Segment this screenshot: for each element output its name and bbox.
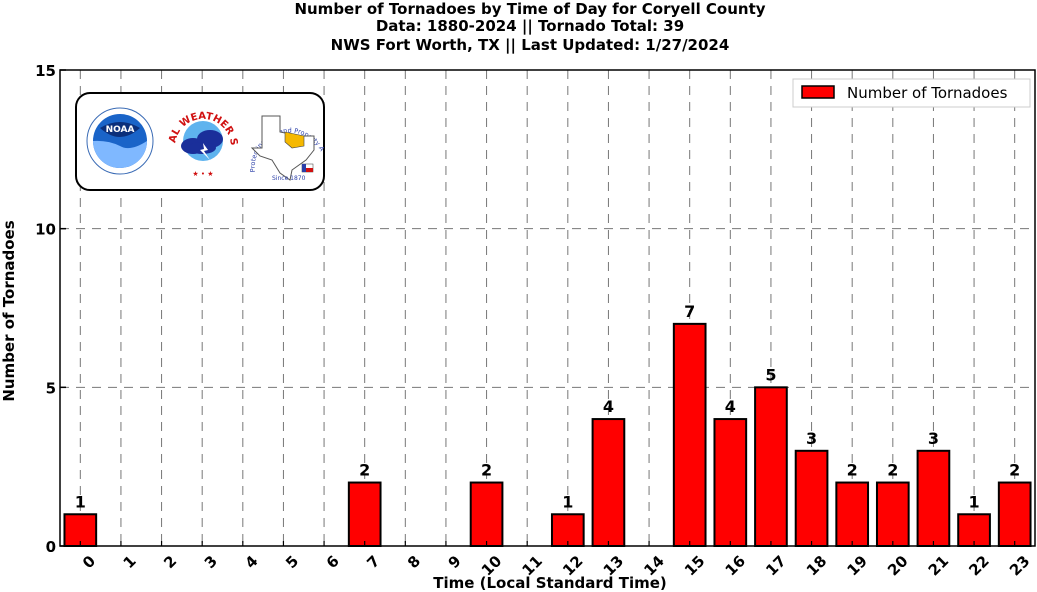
data-label-hour-17: 5 [765, 365, 776, 384]
x-tick-label-19: 19 [843, 552, 870, 579]
svg-text:★ • ★: ★ • ★ [192, 170, 213, 178]
bar-hour-22 [957, 513, 991, 547]
legend-swatch [801, 85, 835, 99]
data-label-hour-15: 7 [684, 302, 695, 321]
x-tick-label-17: 17 [762, 552, 789, 579]
x-tick-label-22: 22 [965, 552, 992, 579]
x-tick-label-8: 8 [404, 552, 424, 572]
data-label-hour-22: 1 [968, 492, 979, 511]
data-label-hour-13: 4 [603, 397, 614, 416]
data-labels-group: 1 2 2 1 4 7 4 5 3 2 2 3 1 2 [75, 302, 1021, 511]
bar-hour-15 [672, 322, 707, 547]
x-tick-label-1: 1 [120, 552, 140, 572]
x-axis-label: Time (Local Standard Time) [433, 574, 667, 592]
x-tick-label-16: 16 [722, 552, 749, 579]
bar-hour-17 [754, 386, 788, 548]
noaa-logo-text: NOAA [106, 125, 135, 135]
bar-hour-21 [916, 449, 951, 547]
bar-hour-16 [713, 418, 748, 548]
texas-logo-since-text: Since 1870 [272, 175, 306, 182]
bars-group [63, 322, 1032, 548]
bar-hour-13 [591, 418, 626, 548]
x-tick-label-20: 20 [884, 552, 911, 579]
x-tick-label-18: 18 [803, 552, 830, 579]
y-tick-label: 15 [35, 62, 56, 80]
bar-hour-20 [875, 481, 910, 547]
bar-hour-7 [347, 481, 382, 547]
data-label-hour-23: 2 [1009, 461, 1020, 480]
data-label-hour-16: 4 [725, 397, 736, 416]
x-tick-label-5: 5 [282, 552, 302, 572]
plot-frame [59, 69, 1036, 547]
bar-hour-23 [997, 481, 1032, 547]
chart-title-line-3: NWS Fort Worth, TX || Last Updated: 1/27… [331, 36, 730, 55]
y-tick-label: 5 [46, 379, 56, 397]
x-tick-label-0: 0 [79, 552, 99, 572]
bar-hour-19 [835, 481, 870, 547]
chart-title-line-2: Data: 1880-2024 || Tornado Total: 39 [376, 17, 684, 36]
y-tick-label: 0 [46, 538, 56, 556]
data-label-hour-21: 3 [928, 429, 939, 448]
x-tick-label-4: 4 [241, 552, 261, 572]
noaa-logo: NOAA [86, 107, 154, 175]
x-tick-label-23: 23 [1006, 552, 1033, 579]
y-axis-label: Number of Tornadoes [0, 220, 18, 401]
x-tick-label-15: 15 [681, 552, 708, 579]
data-label-hour-19: 2 [847, 461, 858, 480]
data-label-hour-10: 2 [481, 461, 492, 480]
x-tick-label-21: 21 [925, 552, 952, 579]
data-label-hour-0: 1 [75, 492, 86, 511]
y-tick-label: 10 [35, 221, 56, 239]
x-tick-label-3: 3 [201, 552, 221, 572]
x-tick-label-7: 7 [363, 552, 383, 572]
legend-label: Number of Tornadoes [847, 84, 1008, 102]
x-tick-label-6: 6 [323, 552, 343, 572]
data-label-hour-20: 2 [887, 461, 898, 480]
logo-box: NOAA NATIONAL WEATHER SERVICE ★ • ★ Prot… [0, 0, 326, 191]
bar-hour-18 [794, 449, 829, 547]
x-tick-label-9: 9 [445, 552, 465, 572]
y-tick-labels: 0 5 10 15 [35, 62, 66, 556]
chart-title-line-1: Number of Tornadoes by Time of Day for C… [294, 0, 765, 18]
legend: Number of Tornadoes [792, 78, 1031, 108]
data-label-hour-7: 2 [359, 461, 370, 480]
bar-hour-10 [469, 481, 504, 547]
grid-lines [60, 70, 1035, 546]
data-label-hour-18: 3 [806, 429, 817, 448]
data-label-hour-12: 1 [562, 492, 573, 511]
x-tick-label-2: 2 [160, 552, 180, 572]
